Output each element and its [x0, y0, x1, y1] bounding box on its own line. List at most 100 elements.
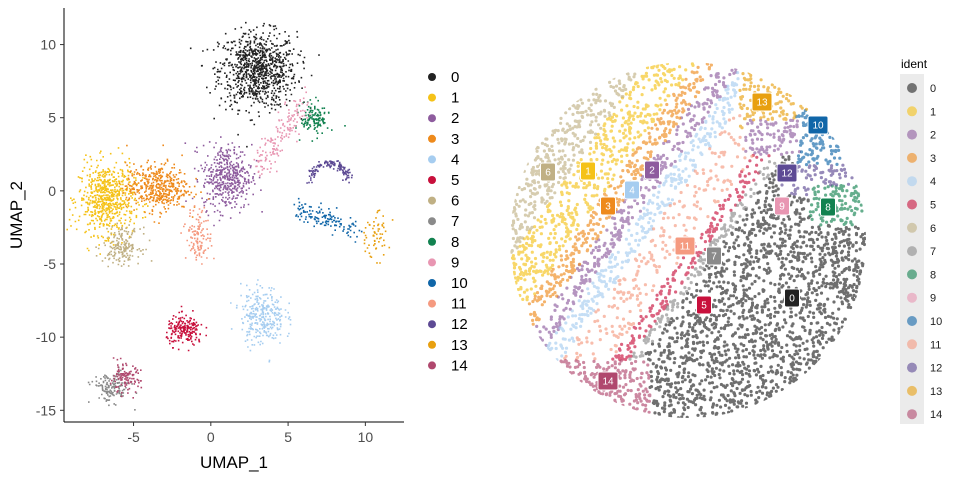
spatial-label-text: 3	[605, 202, 611, 213]
y-tick-label: 0	[48, 183, 56, 199]
legend-label-11: 11	[451, 296, 467, 313]
cluster-3-points	[118, 144, 210, 224]
spatial-label-6: 6	[540, 162, 556, 182]
spatial-label-10: 10	[807, 115, 829, 135]
legend-swatch-2	[428, 114, 436, 123]
umap-x-axis-title: UMAP_1	[200, 453, 268, 472]
cluster-2-points	[184, 136, 263, 227]
legend-label-9: 9	[451, 254, 459, 271]
spatial-legend-swatch-11	[907, 339, 917, 350]
spatial-cluster-8-points	[808, 184, 864, 227]
legend-swatch-11	[428, 299, 436, 308]
spatial-label-11: 11	[674, 236, 696, 256]
y-tick-label: 5	[48, 110, 56, 126]
spatial-legend-swatch-14	[907, 409, 917, 420]
spatial-label-text: 0	[789, 294, 795, 305]
cluster-8-points	[295, 96, 346, 142]
spatial-legend-label-10: 10	[930, 316, 942, 328]
spatial-label-text: 13	[756, 98, 768, 109]
spatial-legend-label-5: 5	[930, 200, 936, 212]
spatial-cluster-3-points	[527, 62, 714, 326]
legend-label-8: 8	[451, 234, 459, 251]
legend-swatch-8	[428, 237, 436, 246]
spatial-legend-swatch-10	[907, 316, 917, 326]
legend-swatch-4	[428, 155, 436, 164]
spatial-legend-swatch-6	[907, 222, 917, 233]
legend-label-10: 10	[451, 275, 468, 292]
spatial-legend-swatch-1	[907, 106, 917, 117]
spatial-legend-label-8: 8	[930, 269, 936, 281]
legend-label-0: 0	[451, 69, 459, 86]
spatial-legend-label-1: 1	[930, 106, 936, 118]
legend-label-14: 14	[451, 357, 468, 374]
spatial-cluster-11-points	[563, 114, 754, 361]
legend-label-2: 2	[451, 110, 459, 127]
spatial-legend-swatch-3	[907, 152, 917, 163]
legend-swatch-13	[428, 340, 436, 349]
spatial-label-8: 8	[820, 197, 836, 217]
legend-swatch-12	[428, 320, 436, 329]
x-tick-label: 5	[284, 429, 292, 445]
spatial-label-box	[751, 92, 773, 112]
spatial-legend-swatch-0	[907, 83, 917, 93]
spatial-cluster-5-points	[611, 153, 771, 362]
spatial-legend-label-7: 7	[930, 246, 936, 258]
spatial-cluster-4-points	[546, 71, 740, 362]
spatial-legend-swatch-5	[907, 199, 917, 210]
cluster-5-points	[165, 305, 208, 352]
spatial-label-box	[706, 246, 722, 266]
y-tick-label: -10	[36, 329, 56, 345]
spatial-label-box	[597, 371, 619, 391]
spatial-cluster-6-points	[510, 71, 637, 254]
cluster-13-points	[363, 209, 394, 264]
spatial-legend-label-0: 0	[930, 83, 936, 95]
cluster-11-points	[180, 205, 215, 265]
umap-points	[66, 21, 394, 411]
legend-label-1: 1	[451, 90, 459, 107]
legend-swatch-6	[428, 196, 436, 205]
spatial-legend-label-9: 9	[930, 293, 936, 305]
spatial-label-text: 9	[779, 202, 785, 213]
spatial-label-12: 12	[776, 163, 798, 183]
umap-y-axis-title: UMAP_2	[7, 181, 26, 249]
spatial-label-text: 8	[825, 203, 831, 214]
spatial-legend-title: ident	[901, 57, 928, 71]
spatial-legend-label-13: 13	[930, 386, 942, 398]
legend-label-12: 12	[451, 316, 468, 333]
x-tick-label: -5	[127, 429, 140, 445]
spatial-legend-swatch-7	[907, 246, 917, 257]
legend-swatch-14	[428, 361, 436, 370]
spatial-label-2: 2	[644, 160, 660, 180]
spatial-legend-label-12: 12	[930, 363, 942, 375]
spatial-label-0: 0	[784, 288, 800, 308]
legend-label-3: 3	[451, 131, 459, 148]
y-tick-label: -15	[36, 402, 56, 418]
spatial-label-text: 12	[781, 169, 793, 180]
spatial-cluster-13-points	[738, 71, 809, 130]
spatial-label-box	[624, 180, 640, 200]
spatial-label-box	[644, 160, 660, 180]
spatial-label-9: 9	[774, 196, 790, 216]
legend-swatch-5	[428, 176, 436, 184]
spatial-cluster-1-points	[510, 62, 695, 302]
spatial-label-box	[784, 288, 800, 308]
spatial-label-text: 5	[701, 301, 707, 312]
spatial-label-box	[600, 196, 616, 216]
spatial-label-7: 7	[706, 246, 722, 266]
spatial-legend-swatch-2	[907, 129, 917, 140]
spatial-label-13: 13	[751, 92, 773, 112]
spatial-label-box	[774, 196, 790, 216]
legend-label-7: 7	[451, 213, 459, 230]
spatial-label-3: 3	[600, 196, 616, 216]
spatial-label-box	[807, 115, 829, 135]
legend-label-6: 6	[451, 193, 459, 210]
spatial-label-4: 4	[624, 180, 640, 200]
legend-swatch-1	[428, 93, 436, 102]
cluster-12-points	[306, 160, 353, 184]
spatial-label-box	[674, 236, 696, 256]
spatial-legend-label-11: 11	[930, 339, 941, 351]
spatial-legend-swatch-12	[907, 362, 917, 373]
